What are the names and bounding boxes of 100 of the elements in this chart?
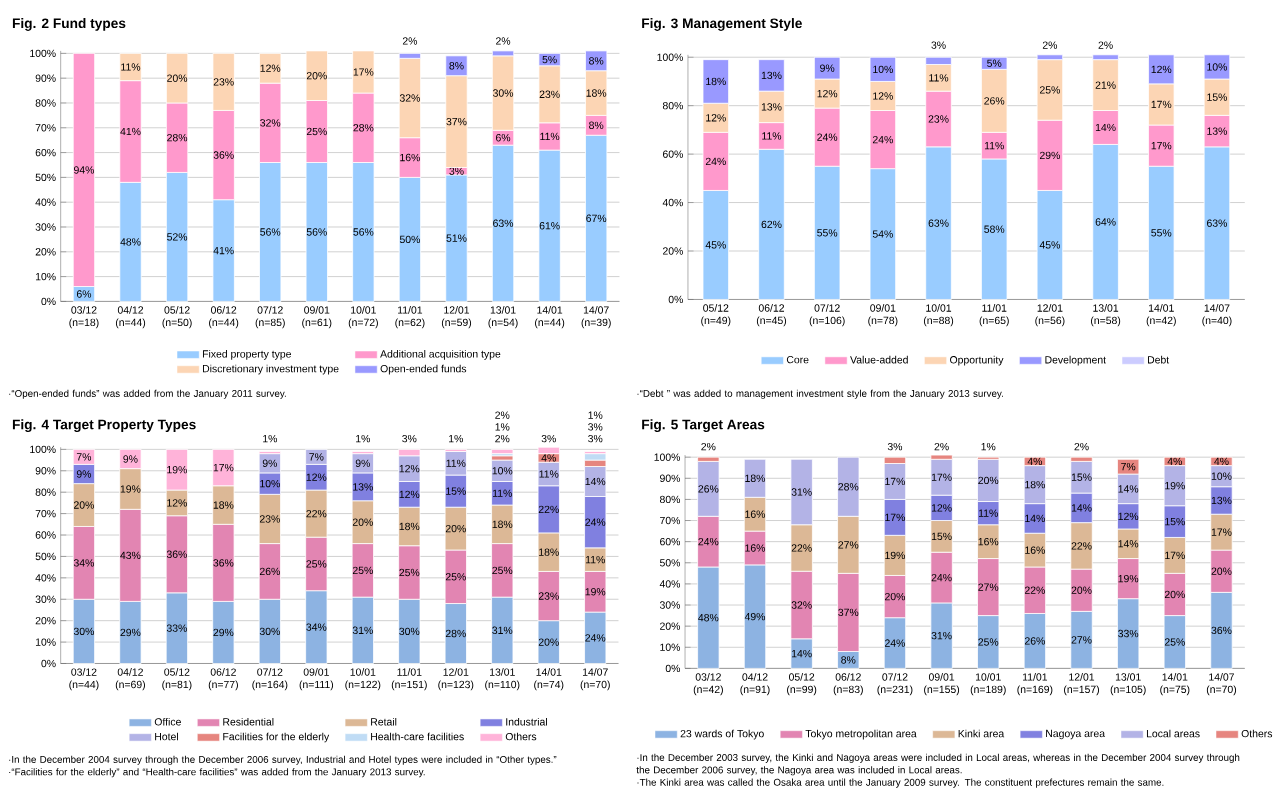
data-label: 31% [352,626,373,634]
data-label: 12% [167,499,187,507]
x-tick-label: 09/01 (n=155) [924,672,960,695]
data-label: 10% [1211,472,1232,480]
data-label: 18% [399,522,420,531]
data-label: 25% [306,560,327,568]
data-label: 3% [887,442,903,451]
data-label: 17% [1165,551,1185,559]
x-tick-label: 04/12 (n=91) [740,672,770,695]
x-tick-label: 04/12 (n=44) [115,305,146,329]
data-label: 2% [402,37,418,45]
x-tick-label: 10/01 (n=88) [923,303,954,327]
y-tick-label: 60% [35,148,56,157]
data-label: 11% [929,74,949,82]
x-tick-label: 06/12 (n=77) [208,667,238,691]
bar [491,448,514,454]
y-tick-label: 40% [35,198,56,206]
data-label: 23% [259,515,280,523]
data-label: 2% [496,37,511,45]
data-label: 12% [817,89,838,98]
y-tick-label: 100% [654,453,681,461]
data-label: 9% [355,459,370,467]
data-label: 15% [931,532,952,540]
data-label: 11% [540,132,560,140]
data-label: 28% [353,123,374,132]
data-label: 45% [1039,241,1060,249]
data-label: 14% [792,649,812,658]
data-label: 24% [885,639,906,647]
x-tick-label: 13/01 (n=58) [1091,303,1121,327]
data-label: 1% [449,434,463,443]
legend-label: Value-added [850,355,908,364]
data-label: 12% [1118,512,1139,520]
legend-label: Debt [1148,355,1170,364]
y-tick-label: 0% [665,664,681,672]
legend-label: Industrial [506,717,547,726]
y-tick-label: 60% [663,150,683,158]
y-tick-label: 80% [662,101,683,110]
data-label: 25% [1039,86,1060,94]
x-tick-label: 13/01 (n=110) [485,667,520,691]
data-label: 25% [306,127,327,136]
data-label: 8% [841,656,856,664]
data-label: 14% [1118,539,1139,548]
y-tick-label: 60% [35,531,56,539]
x-tick-label: 14/01 (n=42) [1146,303,1176,327]
data-label: 20% [1211,567,1232,575]
x-tick-label: 14/07 (n=40) [1202,303,1232,327]
data-label: 15% [1165,517,1185,526]
x-tick-label: 03/12 (n=42) [693,672,723,695]
data-label: 18% [706,77,726,85]
data-label: 22% [538,505,559,513]
data-label: 11% [539,470,559,478]
data-label: 5% [987,59,1002,67]
x-tick-label: 05/12 (n=50) [162,305,192,329]
data-label: 18% [539,548,559,556]
y-tick-label: 90% [660,474,681,482]
data-label: 24% [872,135,893,144]
y-tick-label: 60% [660,537,681,546]
data-label: 45% [705,241,726,249]
data-label: 15% [1071,473,1092,481]
x-tick-label: 07/12 (n=85) [255,305,285,329]
x-tick-label: 12/01 (n=123) [438,667,474,691]
data-label: 27% [978,583,999,591]
x-tick-label: 12/01 (n=56) [1035,303,1065,327]
data-label: 11% [984,141,1004,150]
x-tick-label: 12/01 (n=59) [441,305,472,329]
data-label: 29% [120,628,141,636]
x-tick-label: 07/12 (n=164) [252,667,288,691]
data-label: 13% [761,71,782,79]
data-label: 30% [259,627,280,635]
data-label: 3% [449,167,464,175]
data-label: 56% [306,228,327,236]
data-label: 20% [445,524,466,533]
data-label: 14% [1118,485,1139,493]
data-label: 9% [820,64,835,72]
data-label: 61% [539,221,560,230]
legend-label: Office [154,717,181,726]
data-label: 2% [1042,41,1058,49]
data-label: 16% [400,153,420,162]
data-label: 22% [306,509,327,518]
data-label: 25% [1164,638,1185,646]
data-label: 3% [588,434,603,443]
y-tick-label: 10% [35,638,56,646]
legend-label: Health-care facilities [371,732,464,741]
data-label: 33% [166,624,187,632]
data-label: 11% [121,63,141,71]
x-tick-label: 11/01 (n=151) [391,667,427,691]
chart-title: Fig. 4 Target Property Types [12,419,196,432]
y-tick-label: 90% [35,74,56,82]
y-tick-label: 0% [41,297,56,305]
data-label: 11% [493,489,512,497]
data-label: 1% [588,411,603,419]
data-label: 6% [76,290,92,298]
data-label: 7% [76,453,92,461]
x-tick-label: 09/01 (n=61) [302,305,332,329]
data-label: 16% [745,510,766,518]
data-label: 24% [585,518,606,526]
data-label: 41% [120,127,141,136]
x-tick-label: 14/07 (n=39) [581,305,611,329]
y-tick-label: 80% [35,488,56,496]
data-label: 21% [1095,81,1116,89]
